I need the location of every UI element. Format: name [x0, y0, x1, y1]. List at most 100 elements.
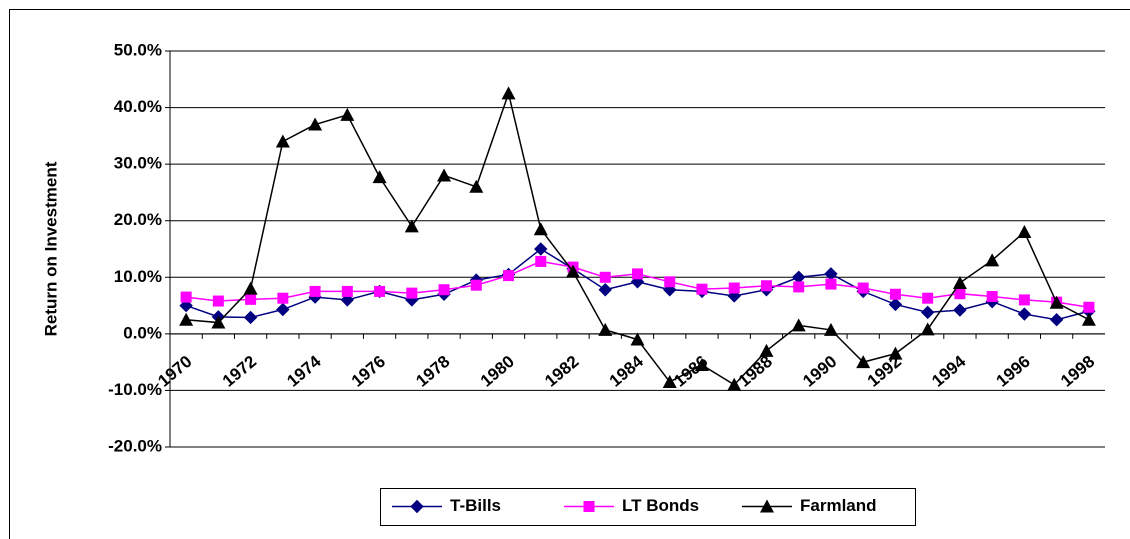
x-tick-label: 1996 — [993, 352, 1034, 391]
data-point — [920, 322, 935, 336]
data-point — [1083, 301, 1095, 313]
data-point — [277, 292, 289, 304]
data-point — [793, 281, 805, 293]
data-point — [727, 377, 742, 391]
x-tick-label: 1980 — [477, 352, 518, 391]
x-tick-label: 1998 — [1057, 352, 1098, 391]
data-point — [1017, 225, 1032, 239]
x-tick-label: 1990 — [799, 352, 840, 391]
data-point — [211, 315, 226, 329]
y-tick-label: 0.0% — [123, 323, 162, 342]
legend-box — [380, 488, 916, 526]
y-tick-label: -20.0% — [108, 436, 162, 455]
data-point — [341, 285, 353, 297]
data-point — [566, 264, 581, 278]
data-point — [1049, 295, 1064, 309]
data-point — [824, 267, 838, 281]
y-tick-label: 30.0% — [114, 154, 162, 173]
x-tick-label: 1976 — [348, 352, 389, 391]
data-point — [857, 282, 869, 294]
data-point — [180, 291, 192, 303]
data-point — [309, 285, 321, 297]
data-point — [275, 134, 290, 148]
data-point — [535, 255, 547, 267]
data-point — [533, 222, 548, 236]
data-point — [470, 279, 482, 291]
data-point — [694, 357, 709, 371]
data-point — [598, 283, 612, 297]
data-point — [179, 312, 194, 326]
legend-label: T-Bills — [450, 496, 501, 515]
x-tick-label: 1972 — [219, 352, 260, 391]
data-point — [308, 117, 323, 131]
legend-label: LT Bonds — [622, 496, 699, 515]
data-point — [469, 179, 484, 193]
data-point — [632, 268, 643, 280]
legend-marker — [760, 499, 774, 513]
data-point — [437, 168, 452, 182]
data-point — [696, 283, 708, 295]
data-point — [374, 285, 386, 297]
data-point — [954, 288, 966, 300]
data-point — [888, 297, 903, 312]
y-tick-label: 40.0% — [114, 97, 162, 116]
data-point — [503, 270, 515, 282]
legend-label: Farmland — [800, 496, 877, 515]
data-point — [630, 275, 645, 289]
x-tick-label: 1982 — [541, 352, 582, 391]
data-point — [1017, 307, 1032, 321]
data-point — [728, 282, 740, 294]
x-tick-label: 1994 — [928, 351, 970, 390]
y-tick-label: 20.0% — [114, 210, 162, 229]
data-point — [888, 346, 903, 360]
data-point — [212, 295, 224, 307]
data-point — [920, 305, 935, 320]
data-point — [791, 318, 806, 332]
data-point — [340, 107, 355, 121]
data-point — [276, 302, 290, 317]
data-point — [179, 298, 193, 313]
legend-marker — [410, 499, 424, 514]
data-point — [372, 170, 387, 184]
data-point — [952, 275, 967, 289]
data-point — [1018, 294, 1030, 306]
x-tick-label: 1984 — [606, 351, 648, 390]
data-point — [922, 292, 934, 304]
data-point — [662, 374, 677, 388]
data-point — [630, 332, 645, 346]
data-point — [598, 322, 613, 336]
data-point — [986, 291, 998, 303]
data-point — [823, 322, 838, 336]
data-point — [1081, 312, 1096, 326]
data-point — [406, 287, 418, 299]
data-point — [759, 343, 774, 357]
chart-border — [9, 9, 1130, 539]
data-point — [534, 242, 548, 256]
y-tick-label: 10.0% — [114, 267, 162, 286]
data-point — [245, 293, 257, 305]
data-point — [1049, 313, 1064, 327]
data-point — [438, 284, 450, 296]
data-point — [825, 278, 837, 290]
data-point — [727, 289, 741, 303]
data-point — [953, 303, 967, 317]
y-tick-label: -10.0% — [108, 380, 162, 399]
x-tick-label: 1970 — [154, 352, 195, 391]
data-point — [664, 276, 676, 288]
data-point — [889, 288, 901, 300]
y-axis-title: Return on Investment — [41, 161, 60, 336]
legend-marker — [583, 501, 595, 512]
x-tick-label: 1978 — [412, 352, 453, 391]
x-tick-label: 1974 — [283, 351, 325, 390]
data-point — [856, 355, 871, 369]
data-point — [404, 219, 419, 233]
x-tick-label: 1988 — [735, 352, 776, 391]
data-point — [243, 310, 258, 325]
data-point — [985, 253, 1000, 267]
data-point — [599, 271, 611, 283]
y-tick-label: 50.0% — [114, 40, 162, 59]
data-point — [243, 281, 258, 295]
data-point — [663, 283, 677, 297]
data-point — [501, 86, 516, 100]
